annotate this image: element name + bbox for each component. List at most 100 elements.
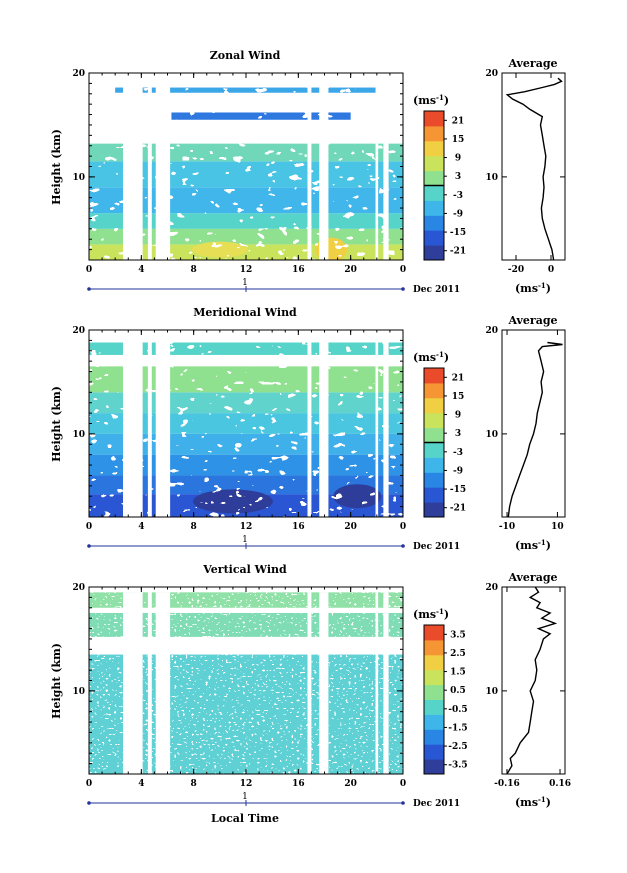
data-gap (147, 592, 152, 774)
colorbar-swatch (424, 625, 444, 641)
svg-text:(ms-1): (ms-1) (515, 281, 551, 295)
colorbar-swatch (424, 759, 444, 775)
data-gap (307, 592, 312, 774)
average-xlabel: (ms (515, 282, 538, 295)
x-tick-label: 16 (292, 779, 305, 789)
svg-text:(ms-1): (ms-1) (413, 93, 449, 107)
x-tick-label: 8 (191, 265, 197, 275)
average-line (506, 586, 558, 775)
average-x-tick-label: 10 (551, 522, 564, 532)
colorbar-tick-label: 3 (455, 429, 461, 439)
colorbar-tick-label: 2.5 (450, 649, 466, 659)
average-y-tick-label: 10 (485, 687, 498, 697)
colorbar-swatch (424, 412, 444, 429)
data-gap (383, 592, 389, 774)
data-gap (123, 78, 143, 260)
average-line (507, 341, 563, 518)
colorbar-tick-label: 15 (452, 392, 465, 402)
y-tick-labels: 10 20 (72, 326, 403, 518)
average-title: Average (507, 314, 557, 327)
panel-title: Zonal Wind (210, 49, 281, 62)
x-tick-label: 4 (138, 522, 144, 532)
data-gap (319, 592, 329, 774)
average-frame (501, 586, 566, 775)
y-tick-labels: 10 20 (72, 69, 403, 261)
colorbar-swatch (424, 639, 444, 656)
day-bar: 1 Dec 2011 (89, 278, 460, 295)
average-y-tick-label: 20 (485, 69, 498, 79)
data-gap (375, 78, 379, 260)
colorbar-tick-label: -21 (450, 247, 466, 257)
heatmap-cells (89, 342, 403, 517)
average-y-tick-label: 10 (485, 173, 498, 183)
average-y-tick-label: 20 (485, 583, 498, 593)
x-tick-label: 16 (292, 265, 305, 275)
colorbar-swatch (424, 669, 444, 686)
unit-label: (ms (413, 608, 436, 621)
svg-text:(ms-1): (ms-1) (413, 607, 449, 621)
data-gap (155, 592, 171, 774)
data-gap (375, 592, 379, 774)
meridional-wind-panel: Meridional Wind 0 4 8 12 16 20 0 10 20 Height (… (50, 306, 566, 552)
average-xlabel: (ms (515, 539, 538, 552)
data-gap (307, 342, 312, 517)
data-gap (375, 342, 379, 517)
colorbar-swatch (424, 397, 444, 414)
colorbar-swatch (424, 457, 444, 473)
colorbar-swatch (424, 368, 444, 384)
unit-superscript: -1 (436, 350, 444, 359)
data-gap (123, 342, 143, 517)
x-tick-labels: 0 4 8 12 16 20 0 (86, 587, 406, 806)
colorbar-swatch (424, 200, 444, 216)
y-axis-label: Height (km) (50, 643, 63, 719)
svg-text:(ms-1): (ms-1) (515, 795, 551, 809)
y-tick-label: 10 (72, 173, 85, 183)
colorbar-tick-label: -1.5 (448, 723, 467, 733)
x-tick-label: 20 (344, 522, 357, 532)
colorbar-swatch (424, 215, 444, 231)
colorbar-unit: (ms-1) (413, 350, 449, 364)
y-tick-label: 20 (72, 69, 85, 79)
colorbar-swatch (424, 714, 444, 730)
svg-text:(ms-1): (ms-1) (413, 350, 449, 364)
x-axis-label: Local Time (211, 812, 279, 825)
colorbar-frame (423, 624, 445, 775)
colorbar-swatch (424, 427, 444, 443)
data-gap (147, 342, 152, 517)
x-tick-label: 12 (240, 265, 253, 275)
svg-text:(ms-1): (ms-1) (515, 538, 551, 552)
colorbar-tick-label: -15 (450, 228, 466, 238)
colorbar-swatch (424, 111, 444, 127)
x-tick-label: 8 (191, 779, 197, 789)
data-gap (319, 342, 329, 517)
colorbar-swatch (424, 155, 444, 172)
average-frame (501, 329, 566, 518)
average-title: Average (507, 57, 557, 70)
day-label: 1 (242, 792, 248, 802)
colorbar-swatch (424, 729, 444, 745)
colorbar-swatch (424, 699, 444, 715)
colorbar-tick-label: -3 (453, 448, 463, 458)
average-xlabel-sup: -1 (538, 281, 546, 290)
colorbar: 21 15 9 3 -3 -9 -15 -21 (423, 110, 466, 261)
colorbar-tick-label: 9 (455, 154, 461, 164)
colorbar-tick-label: -21 (450, 504, 466, 514)
day-bar: 1 Dec 2011 (89, 792, 460, 809)
data-gap (155, 342, 171, 517)
colorbar-tick-label: -15 (450, 485, 466, 495)
average-xlabel: (ms (515, 796, 538, 809)
heatmap-image (89, 78, 403, 260)
data-gap (383, 342, 389, 517)
average-x-tick-label: -10 (499, 522, 515, 532)
colorbar-swatch (424, 140, 444, 157)
colorbar-swatch (424, 744, 444, 760)
colorbar-tick-label: 21 (452, 373, 465, 383)
colorbar-tick-label: 3.5 (450, 630, 466, 640)
colorbar-swatch (424, 382, 444, 399)
colorbar-tick-label: 0.5 (450, 686, 466, 696)
x-tick-label: 12 (240, 522, 253, 532)
colorbar-tick-label: -3.5 (448, 761, 467, 771)
average-y-tick-label: 10 (485, 430, 498, 440)
x-tick-label: 4 (138, 265, 144, 275)
x-tick-label: 16 (292, 522, 305, 532)
